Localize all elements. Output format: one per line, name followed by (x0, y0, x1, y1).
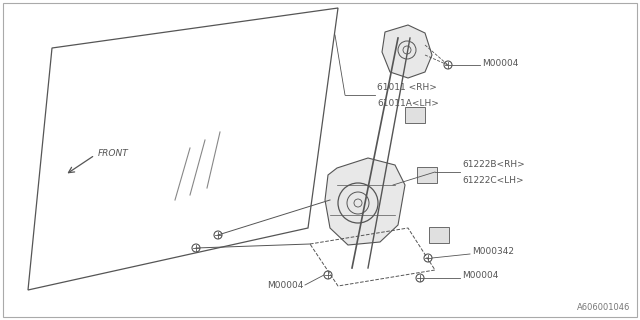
Text: M000342: M000342 (472, 247, 514, 257)
Polygon shape (382, 25, 432, 78)
Text: 61222C<LH>: 61222C<LH> (462, 176, 524, 185)
Text: FRONT: FRONT (98, 148, 129, 157)
Text: 61011A<LH>: 61011A<LH> (377, 99, 439, 108)
Text: M00004: M00004 (482, 59, 518, 68)
Text: M00004: M00004 (267, 281, 303, 290)
Polygon shape (405, 107, 426, 123)
Text: 61222B<RH>: 61222B<RH> (462, 160, 525, 169)
Text: 61011 <RH>: 61011 <RH> (377, 83, 437, 92)
Polygon shape (429, 227, 449, 243)
Text: A606001046: A606001046 (577, 303, 630, 312)
Polygon shape (325, 158, 405, 245)
Polygon shape (417, 167, 437, 183)
Text: M00004: M00004 (462, 271, 499, 281)
